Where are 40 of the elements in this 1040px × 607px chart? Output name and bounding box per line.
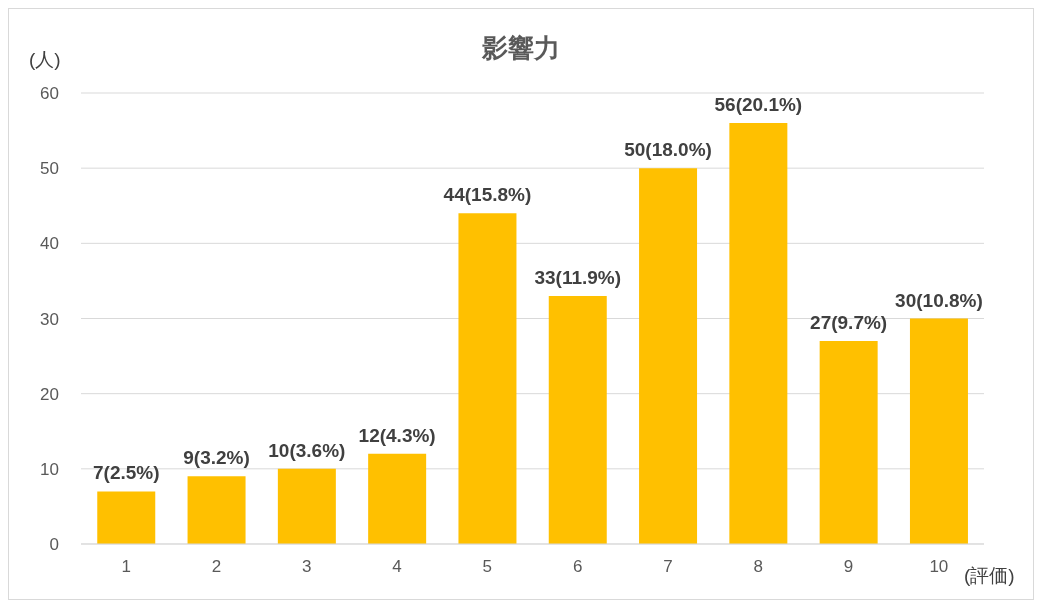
x-tick-label: 1 bbox=[121, 557, 131, 577]
bar bbox=[909, 318, 968, 544]
x-tick-label: 7 bbox=[663, 557, 673, 577]
bar bbox=[277, 468, 336, 544]
bar bbox=[548, 295, 607, 544]
x-tick-label: 6 bbox=[572, 557, 583, 577]
bar bbox=[187, 476, 246, 544]
data-label: 30(10.8%) bbox=[895, 289, 983, 311]
data-label: 50(18.0%) bbox=[624, 139, 712, 161]
y-axis-title: (人) bbox=[29, 48, 61, 72]
x-tick-label: 4 bbox=[392, 557, 402, 577]
y-tick-label: 50 bbox=[40, 159, 59, 179]
data-label: 44(15.8%) bbox=[443, 184, 532, 206]
y-tick-label: 20 bbox=[40, 384, 59, 404]
x-tick-label: 8 bbox=[753, 557, 763, 577]
data-label: 7(2.5%) bbox=[92, 462, 160, 484]
bar bbox=[729, 123, 788, 544]
x-axis-title: (評価) bbox=[964, 564, 1015, 588]
bar bbox=[819, 341, 878, 544]
bar bbox=[458, 213, 517, 544]
data-label: 9(3.2%) bbox=[183, 447, 250, 469]
data-label: 56(20.1%) bbox=[714, 94, 803, 116]
x-tick-label: 2 bbox=[211, 557, 222, 577]
y-tick-label: 10 bbox=[40, 459, 59, 479]
y-tick-label: 30 bbox=[40, 309, 59, 329]
x-tick-label: 9 bbox=[843, 557, 854, 577]
x-tick-label: 10 bbox=[929, 557, 949, 577]
bar bbox=[97, 491, 156, 544]
y-tick-label: 60 bbox=[40, 84, 59, 104]
bar bbox=[368, 453, 427, 544]
x-tick-label: 5 bbox=[482, 557, 493, 577]
data-label: 12(4.3%) bbox=[358, 424, 436, 446]
data-label: 27(9.7%) bbox=[810, 312, 888, 334]
x-tick-label: 3 bbox=[302, 557, 312, 577]
data-label: 10(3.6%) bbox=[268, 439, 346, 461]
chart-title: 影響力 bbox=[482, 33, 560, 63]
y-tick-label: 0 bbox=[49, 535, 59, 555]
y-tick-label: 40 bbox=[40, 234, 59, 254]
data-label: 33(11.9%) bbox=[534, 266, 622, 288]
bar bbox=[639, 168, 698, 544]
